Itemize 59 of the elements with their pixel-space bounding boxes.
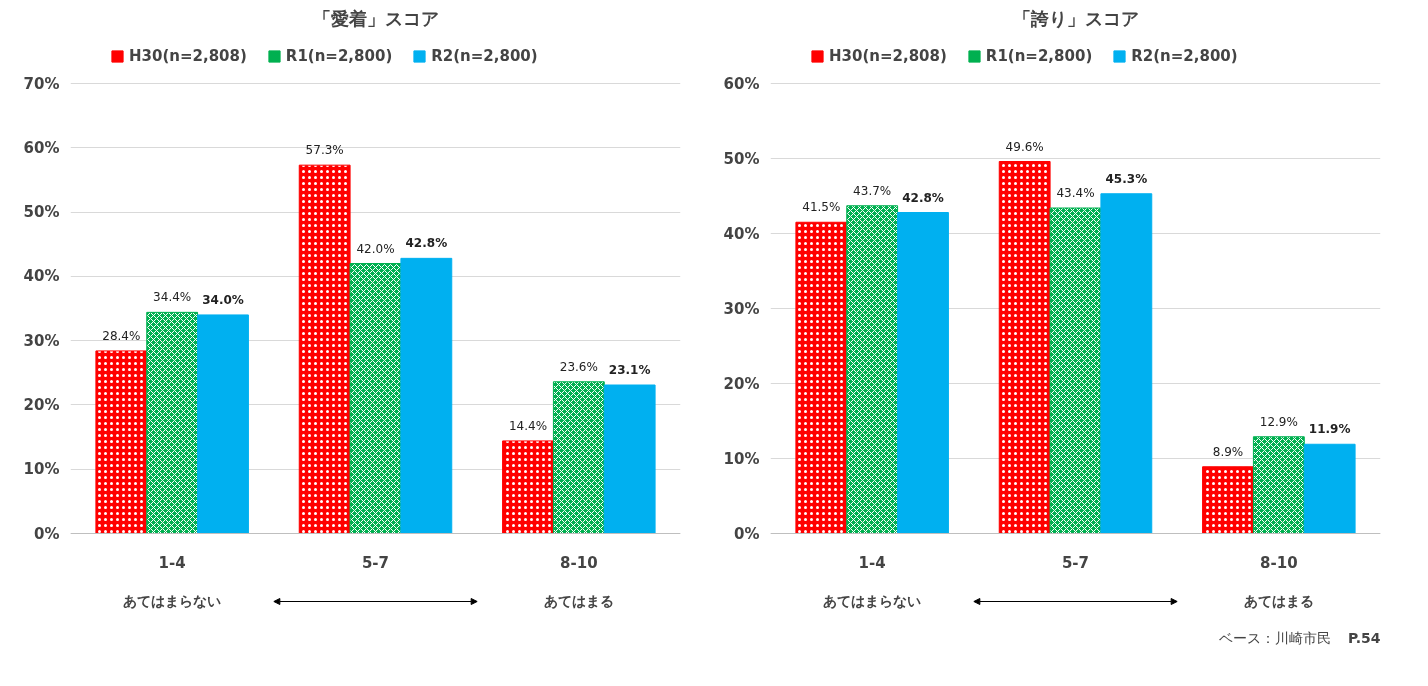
- data-label: 43.4%: [1056, 186, 1095, 200]
- data-label: 42.8%: [405, 236, 448, 251]
- y-tick-label: 20%: [723, 374, 760, 393]
- text: ベース：川崎市民: [1218, 629, 1331, 646]
- y-tick-label: 0%: [734, 524, 760, 543]
- y-tick-label: 10%: [23, 460, 60, 479]
- x-tick-label: 5-7: [361, 553, 390, 572]
- y-tick-label: 30%: [23, 331, 60, 350]
- text: あてはまらない: [823, 592, 922, 609]
- data-label: 11.9%: [1308, 422, 1351, 437]
- legend-label: H30(n=2,808): [829, 47, 947, 65]
- legend-label: H30(n=2,808): [129, 47, 247, 65]
- data-label: 34.0%: [202, 292, 244, 307]
- bar: [400, 257, 453, 534]
- legend-label: R2(n=2,800): [1131, 47, 1238, 65]
- data-label: 45.3%: [1105, 171, 1148, 186]
- data-label: 23.1%: [608, 363, 651, 377]
- x-tick-label: 5-7: [1061, 553, 1090, 572]
- data-label: 41.5%: [802, 200, 841, 215]
- y-tick-label: 60%: [23, 138, 60, 157]
- data-label: 43.7%: [853, 183, 892, 198]
- data-label: 28.4%: [102, 328, 141, 343]
- bar: [897, 212, 949, 534]
- data-label: 49.6%: [1005, 139, 1044, 154]
- y-tick-label: 40%: [23, 267, 60, 286]
- x-tick-label: 1-4: [158, 553, 186, 572]
- x-tick-label: 8-10: [1260, 553, 1298, 572]
- data-label: 23.6%: [559, 359, 598, 374]
- text: P.54: [1348, 629, 1381, 646]
- bar: [603, 384, 656, 534]
- legend-label: R1(n=2,800): [285, 47, 393, 65]
- y-tick-label: 30%: [723, 299, 760, 318]
- data-label: 14.4%: [508, 418, 548, 433]
- data-label: 34.4%: [153, 290, 192, 305]
- data-label: 12.9%: [1259, 414, 1298, 429]
- y-tick-label: 50%: [23, 203, 60, 222]
- y-tick-label: 20%: [23, 395, 60, 414]
- y-tick-label: 70%: [23, 74, 60, 93]
- y-tick-label: 50%: [723, 149, 760, 168]
- chart-title: 「誇り」スコア: [1012, 7, 1139, 29]
- y-tick-label: 40%: [723, 224, 760, 243]
- data-label: 57.3%: [305, 143, 344, 158]
- data-label: 8.9%: [1212, 444, 1244, 459]
- y-tick-label: 10%: [723, 449, 760, 468]
- bar: [1303, 443, 1356, 534]
- bar: [197, 314, 249, 534]
- x-tick-label: 1-4: [858, 553, 886, 572]
- x-tick-label: 8-10: [560, 553, 598, 572]
- legend-label: R1(n=2,800): [985, 47, 1093, 65]
- chart-title: 「愛着」スコア: [312, 7, 439, 29]
- text: あてはまる: [1243, 592, 1314, 609]
- bar: [1100, 193, 1153, 534]
- y-tick-label: 60%: [723, 74, 760, 93]
- y-tick-label: 0%: [34, 524, 60, 543]
- data-label: 42.8%: [902, 190, 944, 205]
- legend-label: R2(n=2,800): [431, 47, 538, 65]
- text: あてはまる: [543, 592, 614, 609]
- data-label: 42.0%: [356, 241, 395, 256]
- text: あてはまらない: [123, 592, 222, 609]
